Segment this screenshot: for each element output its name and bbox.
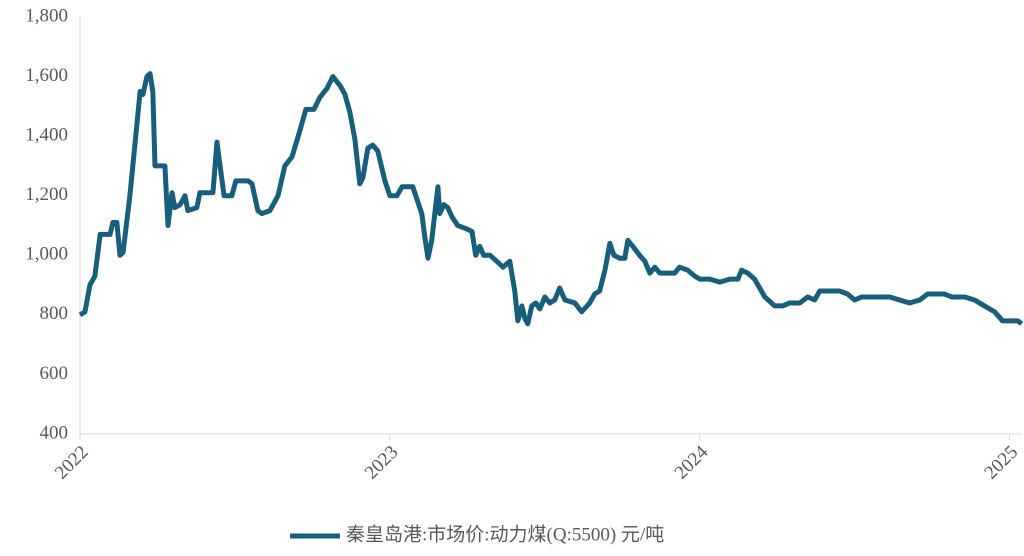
x-tick-label: 2024	[671, 441, 713, 483]
x-tick-label: 2025	[981, 442, 1023, 484]
x-tick-label: 2023	[361, 442, 403, 484]
y-tick-label: 1,400	[25, 125, 68, 146]
y-tick-label: 800	[40, 303, 69, 324]
x-tick-label: 2022	[51, 442, 93, 484]
y-tick-label: 1,000	[25, 244, 68, 265]
y-tick-label: 1,200	[25, 184, 68, 205]
y-tick-label: 400	[40, 422, 69, 443]
y-tick-label: 1,600	[25, 65, 68, 86]
y-tick-label: 1,800	[25, 5, 68, 26]
y-tick-label: 600	[40, 363, 69, 384]
legend-label: 秦皇岛港:市场价:动力煤(Q:5500) 元/吨	[346, 523, 664, 545]
line-series	[78, 71, 1024, 327]
